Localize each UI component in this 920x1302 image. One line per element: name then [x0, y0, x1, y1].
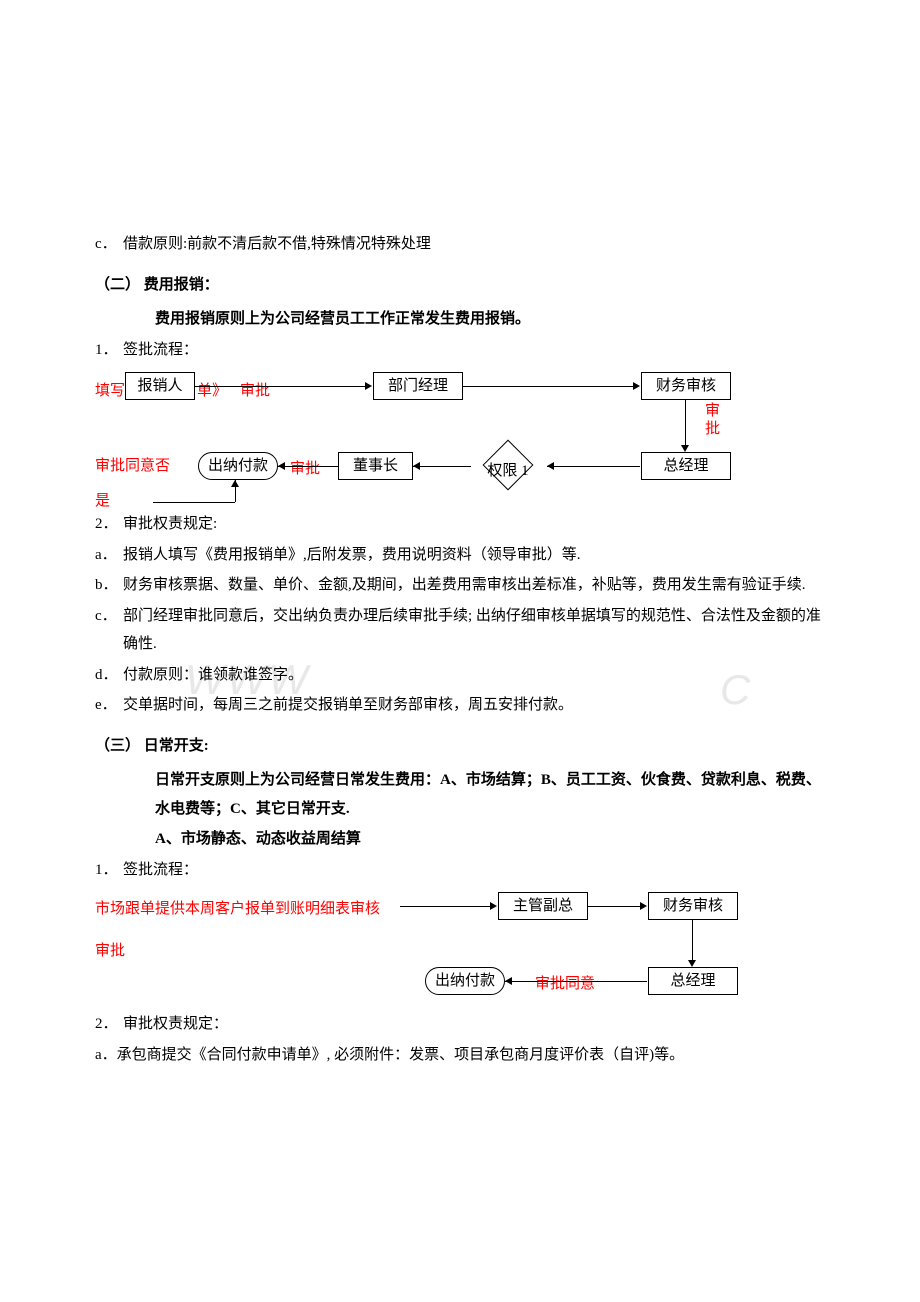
text: 审批权责规定:: [123, 510, 825, 539]
marker: 1．: [95, 336, 123, 365]
text: 签批流程：: [123, 336, 825, 365]
box-vp: 主管副总: [498, 892, 588, 920]
s3-item-1: 1． 签批流程：: [95, 856, 825, 885]
section2-heading: （二） 费用报销：: [95, 271, 825, 300]
item-b: b． 财务审核票据、数量、单价、金额,及期间，出差费用需审核出差标准，补贴等，费…: [95, 571, 825, 600]
marker: c．: [95, 602, 123, 659]
marker: a．: [95, 541, 123, 570]
label-approve2: 审批: [290, 455, 320, 484]
marker: b．: [95, 571, 123, 600]
item-d: d． 付款原则：谁领款谁签字。: [95, 661, 825, 690]
box-dept-mgr: 部门经理: [373, 372, 463, 400]
text: 借款原则:前款不清后款不借,特殊情况特殊处理: [123, 230, 825, 259]
box-finance2: 财务审核: [648, 892, 738, 920]
text: 付款原则：谁领款谁签字。: [123, 661, 825, 690]
label-agree-no: 审批同意否: [95, 452, 170, 481]
item-a: a． 报销人填写《费用报销单》,后附发票，费用说明资料（领导审批）等.: [95, 541, 825, 570]
s3-item-2: 2． 审批权责规定：: [95, 1010, 825, 1039]
item-2: 2． 审批权责规定:: [95, 510, 825, 539]
marker: c．: [95, 230, 123, 259]
item-1: 1． 签批流程：: [95, 336, 825, 365]
label-approve1: 审批: [240, 377, 270, 406]
box-finance: 财务审核: [641, 372, 731, 400]
section2-principle: 费用报销原则上为公司经营员工工作正常发生费用报销。: [95, 305, 825, 334]
label-approve-vert: 审批: [705, 402, 721, 438]
text: 签批流程：: [123, 856, 825, 885]
box-gm: 总经理: [641, 452, 731, 480]
label-fill: 填写: [95, 377, 125, 406]
text: 财务审核票据、数量、单价、金额,及期间，出差费用需审核出差标准，补贴等，费用发生…: [123, 571, 825, 600]
text: 交单据时间，每周三之前提交报销单至财务部审核，周五安排付款。: [123, 691, 825, 720]
section3-heading: （三） 日常开支:: [95, 732, 825, 761]
box-reporter: 报销人: [125, 372, 195, 400]
s3-item-a: a．承包商提交《合同付款申请单》, 必须附件：发票、项目承包商月度评价表（自评)…: [95, 1041, 825, 1070]
marker: d．: [95, 661, 123, 690]
label-agree: 审批同意: [535, 970, 595, 999]
section3-subA: A、市场静态、动态收益周结算: [95, 825, 825, 854]
text: 部门经理审批同意后，交出纳负责办理后续审批手续; 出纳仔细审核单据填写的规范性、…: [123, 602, 825, 659]
box-chairman: 董事长: [338, 452, 413, 480]
label-approve3: 审批: [95, 937, 125, 966]
label-market: 市场跟单提供本周客户报单到账明细表审核: [95, 895, 380, 924]
diamond-text: 权限 1: [478, 457, 538, 486]
text: 审批权责规定：: [123, 1010, 825, 1039]
marker: e．: [95, 691, 123, 720]
label-form: 单》: [197, 377, 227, 406]
box-gm2: 总经理: [648, 967, 738, 995]
text: 报销人填写《费用报销单》,后附发票，费用说明资料（领导审批）等.: [123, 541, 825, 570]
box-cashier: 出纳付款: [198, 452, 278, 480]
marker: 2．: [95, 1010, 123, 1039]
flowchart-expense: 填写 报销人 单》 审批 部门经理 财务审核 审批 审批同意否 出纳付款 审批 …: [95, 372, 825, 502]
item-c: c． 借款原则:前款不清后款不借,特殊情况特殊处理: [95, 230, 825, 259]
flowchart-daily: 市场跟单提供本周客户报单到账明细表审核 主管副总 财务审核 审批 审批同意 出纳…: [95, 892, 825, 1002]
item-e: e． 交单据时间，每周三之前提交报销单至财务部审核，周五安排付款。: [95, 691, 825, 720]
box-cashier2: 出纳付款: [425, 967, 505, 995]
section3-principle: 日常开支原则上为公司经营日常发生费用：A、市场结算；B、员工工资、伙食费、贷款利…: [95, 766, 825, 823]
label-yes: 是: [95, 487, 110, 516]
marker: 1．: [95, 856, 123, 885]
item-c2: c． 部门经理审批同意后，交出纳负责办理后续审批手续; 出纳仔细审核单据填写的规…: [95, 602, 825, 659]
